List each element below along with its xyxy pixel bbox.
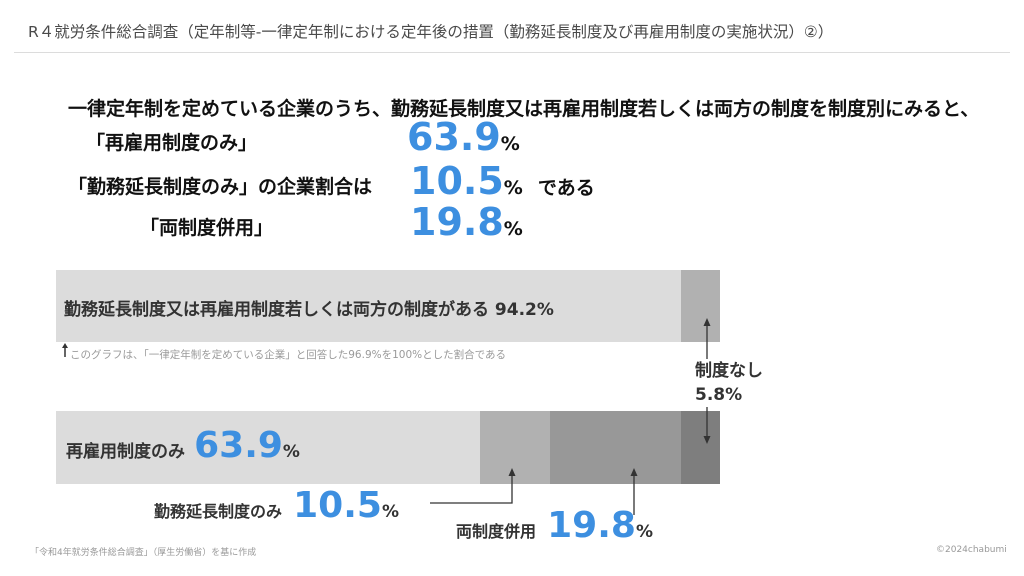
both-annotation: 両制度併用 19.8% <box>456 508 653 544</box>
title-divider <box>14 52 1010 53</box>
bar-breakdown <box>56 411 720 484</box>
both-label: 両制度併用 <box>456 522 537 541</box>
extension-connector-line <box>430 472 513 504</box>
extension-value: 10.5 <box>293 485 382 526</box>
summary-unit-both: % <box>503 218 523 240</box>
summary-value-rehire: 63.9% <box>407 118 520 156</box>
bar-segment-1-3 <box>681 411 720 484</box>
note-arrow-icon <box>60 342 70 357</box>
extension-arrow <box>508 468 516 476</box>
summary-number-rehire: 63.9 <box>407 115 501 159</box>
bar-segment-0-0 <box>56 270 681 342</box>
summary-number-both: 19.8 <box>410 200 504 244</box>
bar-overall-label: 勤務延長制度又は再雇用制度若しくは両方の制度がある 94.2% <box>64 300 554 320</box>
both-unit: % <box>635 522 653 542</box>
summary-number-extension: 10.5 <box>410 159 504 203</box>
none-annotation: 制度なし 5.8% <box>692 359 766 407</box>
summary-value-both: 19.8% <box>410 203 523 241</box>
none-arrow-up <box>703 318 711 326</box>
none-label: 制度なし <box>695 361 763 381</box>
summary-lead: 一律定年制を定めている企業のうち、勤務延長制度又は再雇用制度若しくは両方の制度を… <box>68 98 980 120</box>
bar-segment-1-2 <box>550 411 681 484</box>
extension-annotation: 勤務延長制度のみ 10.5% <box>154 488 399 524</box>
copyright: ©2024chabumi <box>936 545 1007 555</box>
page-title: R４就労条件総合調査（定年制等‐一律定年制における定年後の措置（勤務延長制度及び… <box>28 23 834 41</box>
none-value: 5.8% <box>695 385 743 405</box>
bar-rehire-label: 再雇用制度のみ <box>66 442 185 462</box>
bar-rehire-unit: % <box>282 442 300 462</box>
summary-value-extension: 10.5% である <box>410 162 595 200</box>
bar-rehire-value: 63.9 <box>194 425 283 466</box>
bar-segment-0-1 <box>681 270 720 342</box>
bar-segment-1-1 <box>480 411 550 484</box>
summary-suffix: である <box>537 177 595 199</box>
summary-unit-rehire: % <box>500 133 520 155</box>
summary-label-rehire: 「再雇用制度のみ」 <box>86 132 258 154</box>
bar-overall <box>56 270 720 342</box>
chart-note: このグラフは、「一律定年制を定めている企業」と回答した96.9%を100%とした… <box>70 349 507 361</box>
bar-rehire-label-group: 再雇用制度のみ 63.9% <box>66 428 300 464</box>
summary-label-extension: 「勤務延長制度のみ」の企業割合は <box>68 176 373 198</box>
both-arrow <box>630 468 638 476</box>
none-arrow-down <box>703 436 711 444</box>
extension-unit: % <box>381 502 399 522</box>
both-value: 19.8 <box>547 505 636 546</box>
source-note: 「令和4年就労条件総合調査」（厚生労働省）を基に作成 <box>30 548 257 558</box>
extension-label: 勤務延長制度のみ <box>154 502 283 521</box>
summary-label-both: 「両制度併用」 <box>140 217 274 239</box>
bar-segment-1-0 <box>56 411 480 484</box>
summary-unit-extension: % <box>503 177 523 199</box>
